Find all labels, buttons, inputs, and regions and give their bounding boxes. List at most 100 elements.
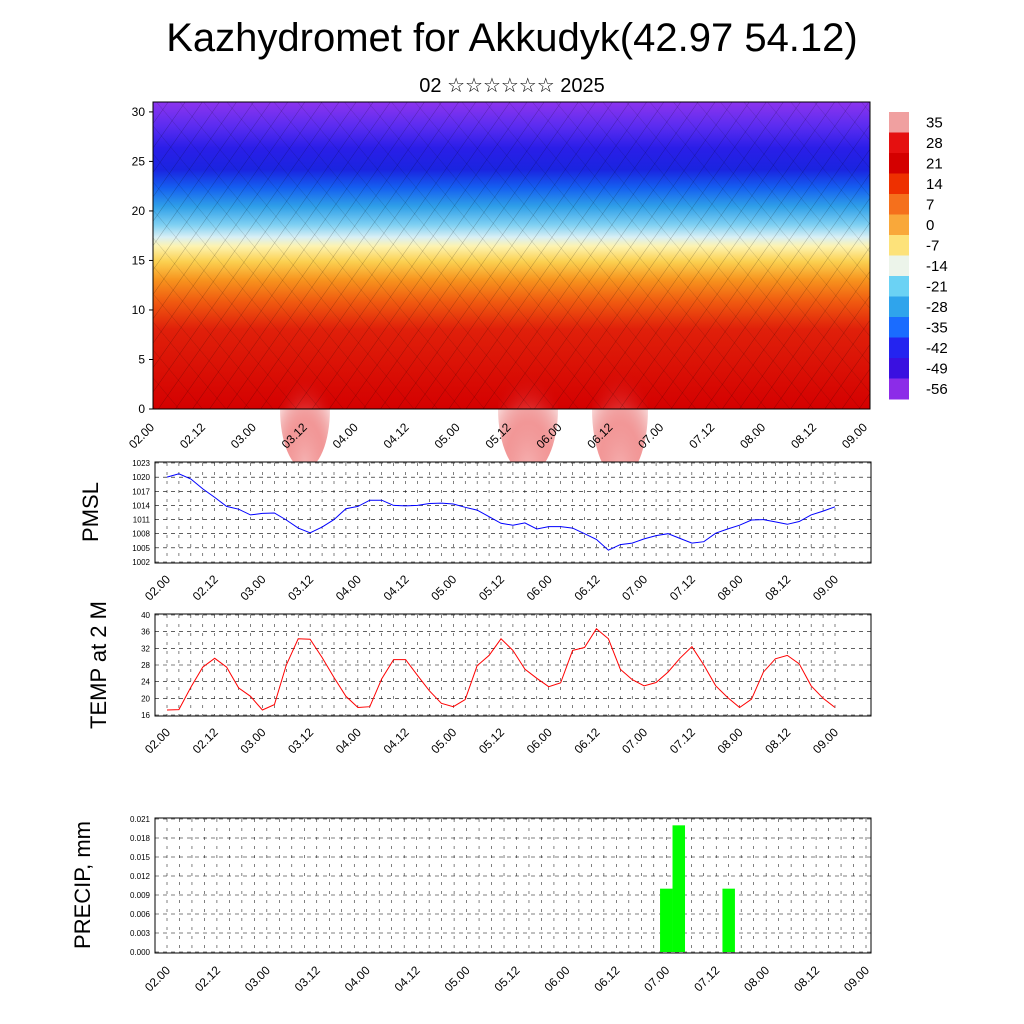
y-tick-label: 30 bbox=[132, 105, 146, 119]
x-tick-label: 06.00 bbox=[541, 963, 572, 994]
pmsl-panel: 1002 1005 1008 1011 1014 1017 1020 1023 02.00 02.… bbox=[78, 459, 872, 603]
wind-barbs-layer-2 bbox=[153, 102, 870, 409]
colorbar-swatch bbox=[889, 153, 909, 174]
colorbar-swatch bbox=[889, 255, 909, 277]
x-tick-label: 08.00 bbox=[741, 963, 772, 994]
colorbar: 35 28 21 14 7 0 -7 -14 -21 -28 -35 -42 -49 -56 bbox=[889, 112, 948, 400]
x-tick-label: 03.12 bbox=[292, 963, 323, 994]
temp-series-line bbox=[166, 628, 836, 711]
y-tick-label: 0.006 bbox=[130, 910, 151, 919]
precip-bar bbox=[672, 825, 686, 952]
y-tick-label: 0.012 bbox=[130, 872, 151, 881]
x-tick-label: 07.00 bbox=[641, 963, 672, 994]
x-tick-label: 04.00 bbox=[333, 725, 364, 756]
x-tick-label: 07.12 bbox=[667, 725, 698, 756]
colorbar-label: -21 bbox=[926, 278, 948, 295]
y-tick-label: 1002 bbox=[132, 558, 150, 567]
y-tick-label: 28 bbox=[141, 661, 150, 670]
x-tick-label: 08.00 bbox=[715, 572, 746, 603]
precip-panel: 0.000 0.003 0.006 0.009 0.012 0.015 0.018 0.021… bbox=[70, 815, 872, 994]
precip-bar bbox=[660, 888, 673, 952]
y-tick-label: 20 bbox=[141, 694, 150, 703]
x-tick-label: 04.12 bbox=[381, 420, 412, 451]
y-tick-label: 1017 bbox=[132, 487, 150, 496]
colorbar-swatch bbox=[889, 194, 909, 215]
x-tick-label: 04.00 bbox=[333, 572, 364, 603]
temp-panel: 16 20 24 28 32 36 40 02.00 02.12 03.00 03.12 04.00 0… bbox=[86, 601, 872, 756]
y-tick-label: 0.000 bbox=[130, 948, 151, 957]
x-tick-label: 07.12 bbox=[686, 420, 717, 451]
x-tick-label: 03.00 bbox=[242, 963, 273, 994]
temp-axis-label: TEMP at 2 M bbox=[86, 601, 111, 729]
y-tick-label: 10 bbox=[132, 303, 146, 317]
y-tick-label: 0.015 bbox=[130, 853, 151, 862]
y-tick-label: 1020 bbox=[132, 473, 150, 482]
precip-bar bbox=[722, 888, 735, 952]
pmsl-series-line bbox=[166, 473, 836, 551]
colorbar-swatch bbox=[889, 358, 909, 379]
colorbar-swatch bbox=[889, 214, 909, 236]
x-tick-label: 06.12 bbox=[571, 572, 602, 603]
y-tick-label: 20 bbox=[132, 204, 146, 218]
x-tick-label: 07.00 bbox=[619, 572, 650, 603]
x-tick-label: 02.12 bbox=[190, 572, 221, 603]
y-tick-label: 1023 bbox=[132, 459, 150, 468]
colorbar-label: 7 bbox=[926, 196, 934, 213]
y-tick-label: 32 bbox=[141, 644, 150, 653]
colorbar-swatch bbox=[889, 132, 909, 154]
x-tick-label: 05.12 bbox=[476, 725, 507, 756]
y-tick-label: 5 bbox=[138, 352, 145, 366]
colorbar-label: 14 bbox=[926, 176, 943, 193]
cross-section-frame bbox=[152, 101, 871, 410]
colorbar-swatch bbox=[889, 235, 909, 256]
colorbar-label: 0 bbox=[926, 217, 934, 234]
x-tick-label: 02.00 bbox=[142, 725, 173, 756]
x-tick-label: 05.00 bbox=[432, 420, 463, 451]
precip-frame bbox=[154, 817, 872, 954]
y-tick-label: 24 bbox=[141, 678, 150, 687]
x-tick-label: 03.12 bbox=[285, 725, 316, 756]
x-tick-label: 08.12 bbox=[791, 963, 822, 994]
y-tick-label: 0.021 bbox=[130, 815, 151, 824]
x-tick-label: 07.00 bbox=[619, 725, 650, 756]
x-tick-label: 05.00 bbox=[442, 963, 473, 994]
colorbar-label: -56 bbox=[926, 381, 948, 398]
colorbar-swatch bbox=[889, 173, 909, 195]
x-tick-label: 09.00 bbox=[839, 420, 870, 451]
x-tick-label: 02.00 bbox=[142, 572, 173, 603]
x-tick-label: 06.00 bbox=[524, 572, 555, 603]
y-tick-label: 0 bbox=[138, 402, 145, 416]
colorbar-label: -35 bbox=[926, 319, 948, 336]
x-tick-label: 05.12 bbox=[476, 572, 507, 603]
colorbar-label: -28 bbox=[926, 299, 948, 316]
x-tick-label: 05.00 bbox=[428, 572, 459, 603]
colorbar-label: -42 bbox=[926, 340, 948, 357]
x-tick-label: 02.00 bbox=[142, 963, 173, 994]
x-tick-label: 08.12 bbox=[762, 572, 793, 603]
x-tick-label: 02.12 bbox=[192, 963, 223, 994]
y-tick-label: 36 bbox=[141, 628, 150, 637]
y-tick-label: 1008 bbox=[132, 530, 150, 539]
x-tick-label: 04.00 bbox=[330, 420, 361, 451]
y-tick-label: 0.009 bbox=[130, 891, 151, 900]
x-tick-label: 04.12 bbox=[381, 572, 412, 603]
x-tick-label: 04.12 bbox=[392, 963, 423, 994]
colorbar-swatch bbox=[889, 378, 909, 400]
y-tick-label: 1011 bbox=[133, 516, 151, 525]
x-tick-label: 04.12 bbox=[381, 725, 412, 756]
x-tick-label: 06.12 bbox=[591, 963, 622, 994]
x-tick-label: 03.00 bbox=[237, 725, 268, 756]
y-tick-label: 16 bbox=[141, 711, 150, 720]
x-tick-label: 05.12 bbox=[491, 963, 522, 994]
x-tick-label: 07.12 bbox=[691, 963, 722, 994]
colorbar-label: -7 bbox=[926, 237, 939, 254]
colorbar-swatch bbox=[889, 296, 909, 318]
colorbar-label: -14 bbox=[926, 258, 948, 275]
x-tick-label: 02.12 bbox=[177, 420, 208, 451]
x-tick-label: 08.12 bbox=[762, 725, 793, 756]
x-tick-label: 08.00 bbox=[715, 725, 746, 756]
colorbar-swatch bbox=[889, 276, 909, 297]
chart-title: Kazhydromet for Akkudyk(42.97 54.12) bbox=[166, 16, 858, 60]
